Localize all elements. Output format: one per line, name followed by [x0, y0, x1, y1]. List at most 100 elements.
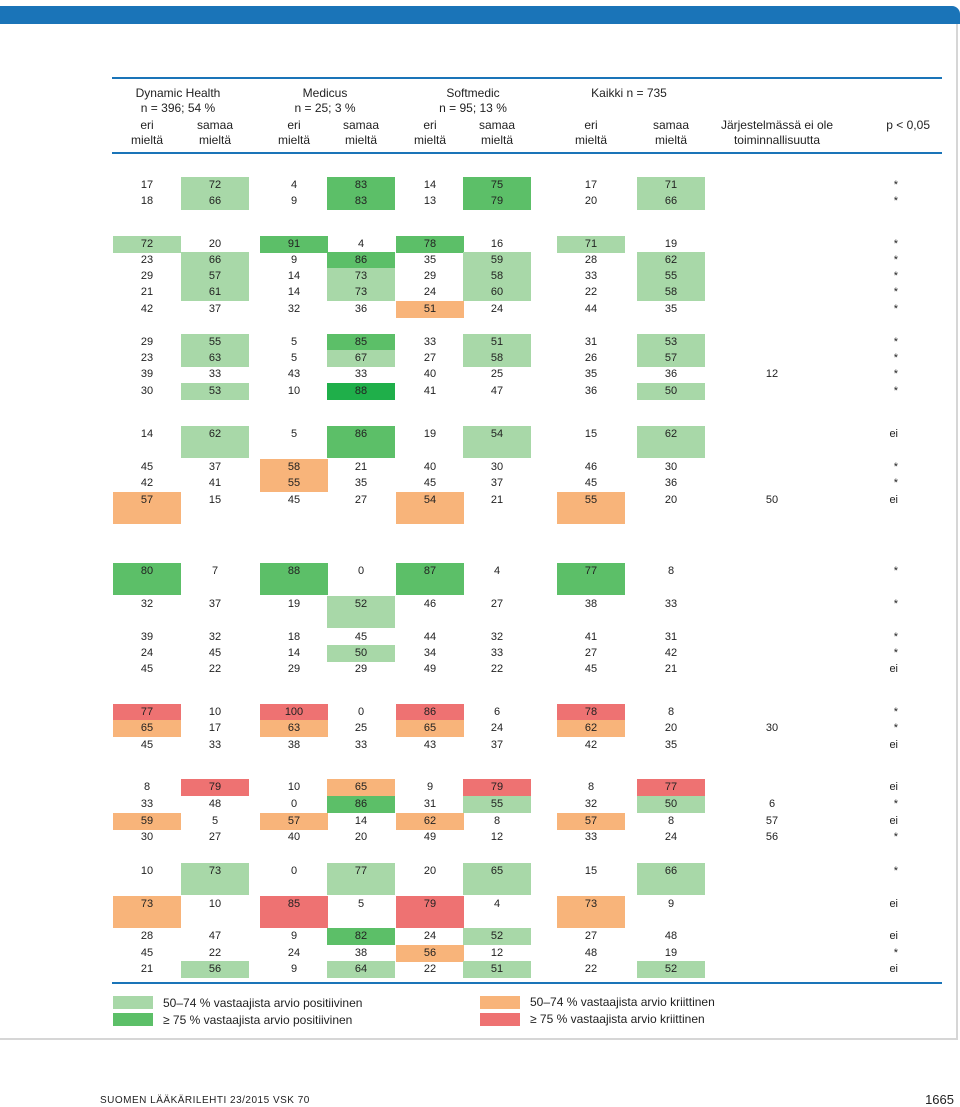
jarjestelma-cell: [752, 896, 792, 913]
table-cell: 13: [423, 195, 437, 207]
jarjestelma-cell: [752, 629, 792, 646]
table-cell: 57: [113, 492, 181, 524]
p-value-cell: *: [893, 336, 898, 348]
table-cell: 43: [287, 368, 301, 380]
jarjestelma-cell: [752, 350, 792, 367]
table-cell: 20: [664, 722, 678, 734]
table-cell: 34: [423, 647, 437, 659]
table-cell: 43: [423, 739, 437, 751]
table-cell: 62: [557, 720, 625, 737]
table-cell: 24: [423, 930, 437, 942]
table-cell: 46: [584, 461, 598, 473]
table-cell: 17: [584, 179, 598, 191]
group-medicus-n: n = 25; 3 %: [294, 101, 356, 115]
table-cell: 15: [584, 428, 598, 440]
table-cell: 14: [287, 270, 301, 282]
table-cell: 22: [423, 963, 437, 975]
table-cell: 15: [584, 865, 598, 877]
p-value-cell: *: [893, 798, 898, 810]
table-cell: 58: [260, 459, 328, 476]
table-cell: 37: [208, 303, 222, 315]
table-cell: 50: [637, 383, 705, 400]
group-softmedic-n: n = 95; 13 %: [439, 101, 507, 115]
table-cell: 14: [354, 815, 368, 827]
table-cell: 21: [354, 461, 368, 473]
table-cell: 35: [354, 477, 368, 489]
jarjestelma-cell: 57: [765, 815, 779, 827]
legend-positive-75: ≥ 75 % vastaajista arvio positiivinen: [163, 1013, 353, 1027]
group-dynamic-health-name: Dynamic Health: [135, 86, 221, 100]
p-value-cell: *: [893, 238, 898, 250]
table-cell: 14: [423, 179, 437, 191]
table-cell: 22: [490, 663, 504, 675]
jarjestelma-cell: [752, 596, 792, 613]
legend-swatch-orange: [480, 996, 520, 1009]
table-cell: 73: [327, 268, 395, 285]
jarjestelma-cell: [752, 945, 792, 962]
table-cell: 9: [667, 898, 675, 910]
table-cell: 20: [664, 494, 678, 506]
table-cell: 14: [287, 647, 301, 659]
table-cell: 17: [140, 179, 154, 191]
p-value-cell: ei: [889, 930, 898, 942]
table-cell: 77: [327, 863, 395, 895]
table-cell: 33: [354, 368, 368, 380]
jarjestelma-cell: [752, 863, 792, 880]
table-cell: 10: [140, 865, 154, 877]
table-cell: 49: [423, 831, 437, 843]
table-cell: 27: [584, 647, 598, 659]
table-cell: 77: [113, 704, 181, 721]
table-cell: 42: [664, 647, 678, 659]
table-cell: 47: [208, 930, 222, 942]
table-cell: 49: [423, 663, 437, 675]
table-cell: 56: [181, 961, 249, 978]
table-cell: 12: [490, 831, 504, 843]
table-cell: 42: [584, 739, 598, 751]
jarjestelma-cell: [752, 284, 792, 301]
table-cell: 88: [260, 563, 328, 595]
p-value-cell: *: [893, 195, 898, 207]
subheader-samaa: samaa: [342, 118, 380, 132]
table-cell: 22: [208, 663, 222, 675]
table-cell: 9: [290, 963, 298, 975]
table-cell: 5: [290, 428, 298, 440]
table-cell: 40: [423, 461, 437, 473]
p-value-cell: *: [893, 947, 898, 959]
table-cell: 41: [584, 631, 598, 643]
table-cell: 35: [664, 303, 678, 315]
table-cell: 77: [557, 563, 625, 595]
p-value-cell: ei: [889, 739, 898, 751]
p-value-cell: *: [893, 385, 898, 397]
jarjestelma-cell: [752, 177, 792, 194]
table-cell: 79: [463, 779, 531, 796]
p-value-cell: *: [893, 706, 898, 718]
table-cell: 45: [354, 631, 368, 643]
legend-swatch-dark-green: [113, 1013, 153, 1026]
table-cell: 65: [327, 779, 395, 796]
table-cell: 36: [664, 368, 678, 380]
table-cell: 32: [140, 598, 154, 610]
table-cell: 27: [354, 494, 368, 506]
table-cell: 44: [584, 303, 598, 315]
table-cell: 8: [143, 781, 151, 793]
p-value-cell: *: [893, 722, 898, 734]
p-value-cell: *: [893, 565, 898, 577]
table-cell: 45: [584, 477, 598, 489]
table-cell: 48: [584, 947, 598, 959]
subheader-eri: eri: [287, 118, 301, 132]
p-value-cell: *: [893, 865, 898, 877]
table-cell: 8: [667, 565, 675, 577]
table-cell: 0: [290, 865, 298, 877]
group-medicus-name: Medicus: [302, 86, 348, 100]
table-cell: 52: [637, 961, 705, 978]
p-value-cell: *: [893, 461, 898, 473]
header-bottom-rule: [112, 152, 942, 154]
table-cell: 8: [587, 781, 595, 793]
table-cell: 83: [327, 193, 395, 210]
subheader-eri: eri: [140, 118, 154, 132]
subheader-mielta: mieltä: [654, 133, 687, 147]
table-cell: 24: [664, 831, 678, 843]
table-cell: 48: [664, 930, 678, 942]
table-cell: 56: [396, 945, 464, 962]
subheader-samaa: samaa: [652, 118, 690, 132]
